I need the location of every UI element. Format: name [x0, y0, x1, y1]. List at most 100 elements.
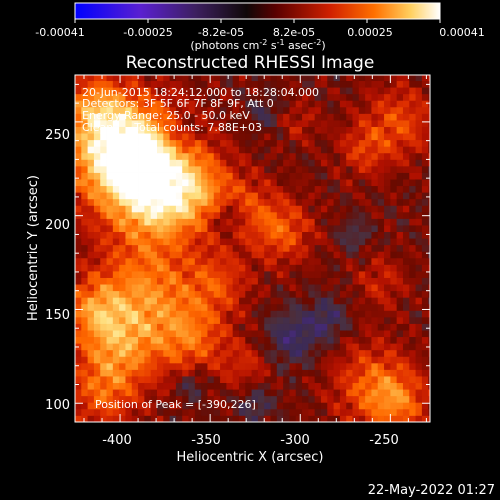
- heatmap-cell: [415, 323, 423, 331]
- heatmap-cell: [144, 349, 152, 357]
- heatmap-cell: [238, 408, 246, 416]
- heatmap-cell: [238, 244, 246, 252]
- heatmap-cell: [365, 165, 372, 173]
- heatmap-cell: [276, 159, 284, 167]
- heatmap-cell: [194, 231, 202, 239]
- heatmap-cell: [270, 402, 278, 410]
- heatmap-cell: [138, 382, 145, 390]
- heatmap-cell: [346, 343, 353, 351]
- heatmap-cell: [93, 87, 101, 95]
- heatmap-cell: [207, 316, 215, 324]
- heatmap-cell: [238, 297, 246, 305]
- heatmap-cell: [289, 152, 297, 160]
- heatmap-cell: [402, 93, 410, 101]
- heatmap-cell: [226, 165, 234, 173]
- heatmap-cell: [220, 80, 227, 88]
- heatmap-cell: [358, 139, 366, 147]
- heatmap-cell: [314, 159, 322, 167]
- heatmap-cell: [213, 172, 221, 180]
- heatmap-cell: [226, 100, 234, 108]
- heatmap-cell: [308, 244, 316, 252]
- heatmap-cell: [289, 113, 297, 121]
- heatmap-cell: [358, 402, 366, 410]
- heatmap-cell: [119, 120, 126, 127]
- heatmap-cell: [346, 211, 353, 219]
- heatmap-cell: [163, 369, 171, 377]
- heatmap-cell: [308, 376, 316, 384]
- heatmap-cell: [302, 126, 309, 134]
- heatmap-cell: [119, 336, 126, 344]
- heatmap-cell: [308, 310, 316, 318]
- heatmap-cell: [346, 185, 353, 193]
- heatmap-cell: [371, 303, 379, 311]
- heatmap-cell: [371, 310, 379, 318]
- heatmap-cell: [119, 87, 126, 95]
- heatmap-cell: [264, 297, 271, 305]
- heatmap-cell: [339, 231, 347, 239]
- heatmap-cell: [320, 336, 328, 344]
- heatmap-cell: [106, 277, 114, 285]
- heatmap-cell: [131, 369, 139, 377]
- heatmap-cell: [100, 402, 107, 410]
- heatmap-cell: [302, 159, 309, 167]
- heatmap-cell: [232, 113, 240, 121]
- heatmap-cell: [100, 126, 107, 134]
- heatmap-cell: [232, 205, 240, 213]
- heatmap-cell: [188, 402, 196, 410]
- heatmap-cell: [264, 343, 271, 351]
- heatmap-cell: [150, 106, 158, 114]
- heatmap-cell: [320, 264, 328, 272]
- heatmap-cell: [150, 257, 158, 265]
- heatmap-cell: [415, 356, 423, 364]
- heatmap-cell: [358, 257, 366, 265]
- heatmap-cell: [365, 343, 372, 351]
- heatmap-cell: [188, 126, 196, 134]
- heatmap-cell: [314, 408, 322, 416]
- heatmap-cell: [377, 152, 385, 160]
- heatmap-cell: [163, 271, 171, 278]
- heatmap-cell: [327, 303, 334, 311]
- heatmap-cell: [238, 139, 246, 147]
- heatmap-cell: [112, 192, 120, 200]
- heatmap-cell: [264, 408, 271, 416]
- heatmap-cell: [207, 343, 215, 351]
- heatmap-cell: [119, 146, 126, 154]
- heatmap-cell: [302, 133, 309, 141]
- heatmap-cell: [396, 126, 404, 134]
- heatmap-cell: [396, 120, 404, 127]
- heatmap-cell: [377, 284, 385, 292]
- heatmap-cell: [358, 126, 366, 134]
- heatmap-cell: [106, 284, 114, 292]
- heatmap-cell: [150, 75, 158, 82]
- annotation-time-range: 20-Jun-2015 18:24:12.000 to 18:28:04.000: [82, 86, 319, 99]
- heatmap-cell: [163, 120, 171, 127]
- heatmap-cell: [308, 159, 316, 167]
- heatmap-cell: [87, 336, 95, 344]
- heatmap-cell: [339, 152, 347, 160]
- heatmap-cell: [295, 402, 303, 410]
- heatmap-cell: [75, 192, 82, 200]
- heatmap-cell: [409, 290, 416, 298]
- heatmap-cell: [150, 316, 158, 324]
- heatmap-cell: [245, 100, 252, 108]
- heatmap-cell: [320, 310, 328, 318]
- heatmap-cell: [175, 362, 183, 370]
- heatmap-cell: [339, 211, 347, 219]
- heatmap-cell: [125, 415, 133, 422]
- heatmap-cell: [245, 231, 252, 239]
- heatmap-cell: [201, 244, 208, 252]
- heatmap-cell: [358, 165, 366, 173]
- heatmap-cell: [75, 408, 82, 416]
- heatmap-cell: [377, 330, 385, 338]
- heatmap-cell: [428, 231, 430, 239]
- heatmap-cell: [352, 290, 360, 298]
- heatmap-cell: [270, 310, 278, 318]
- heatmap-cell: [371, 172, 379, 180]
- heatmap-cell: [175, 93, 183, 101]
- heatmap-cell: [428, 389, 430, 397]
- heatmap-cell: [106, 330, 114, 338]
- heatmap-cell: [87, 231, 95, 239]
- heatmap-cell: [295, 271, 303, 278]
- heatmap-cell: [245, 192, 252, 200]
- heatmap-cell: [365, 113, 372, 121]
